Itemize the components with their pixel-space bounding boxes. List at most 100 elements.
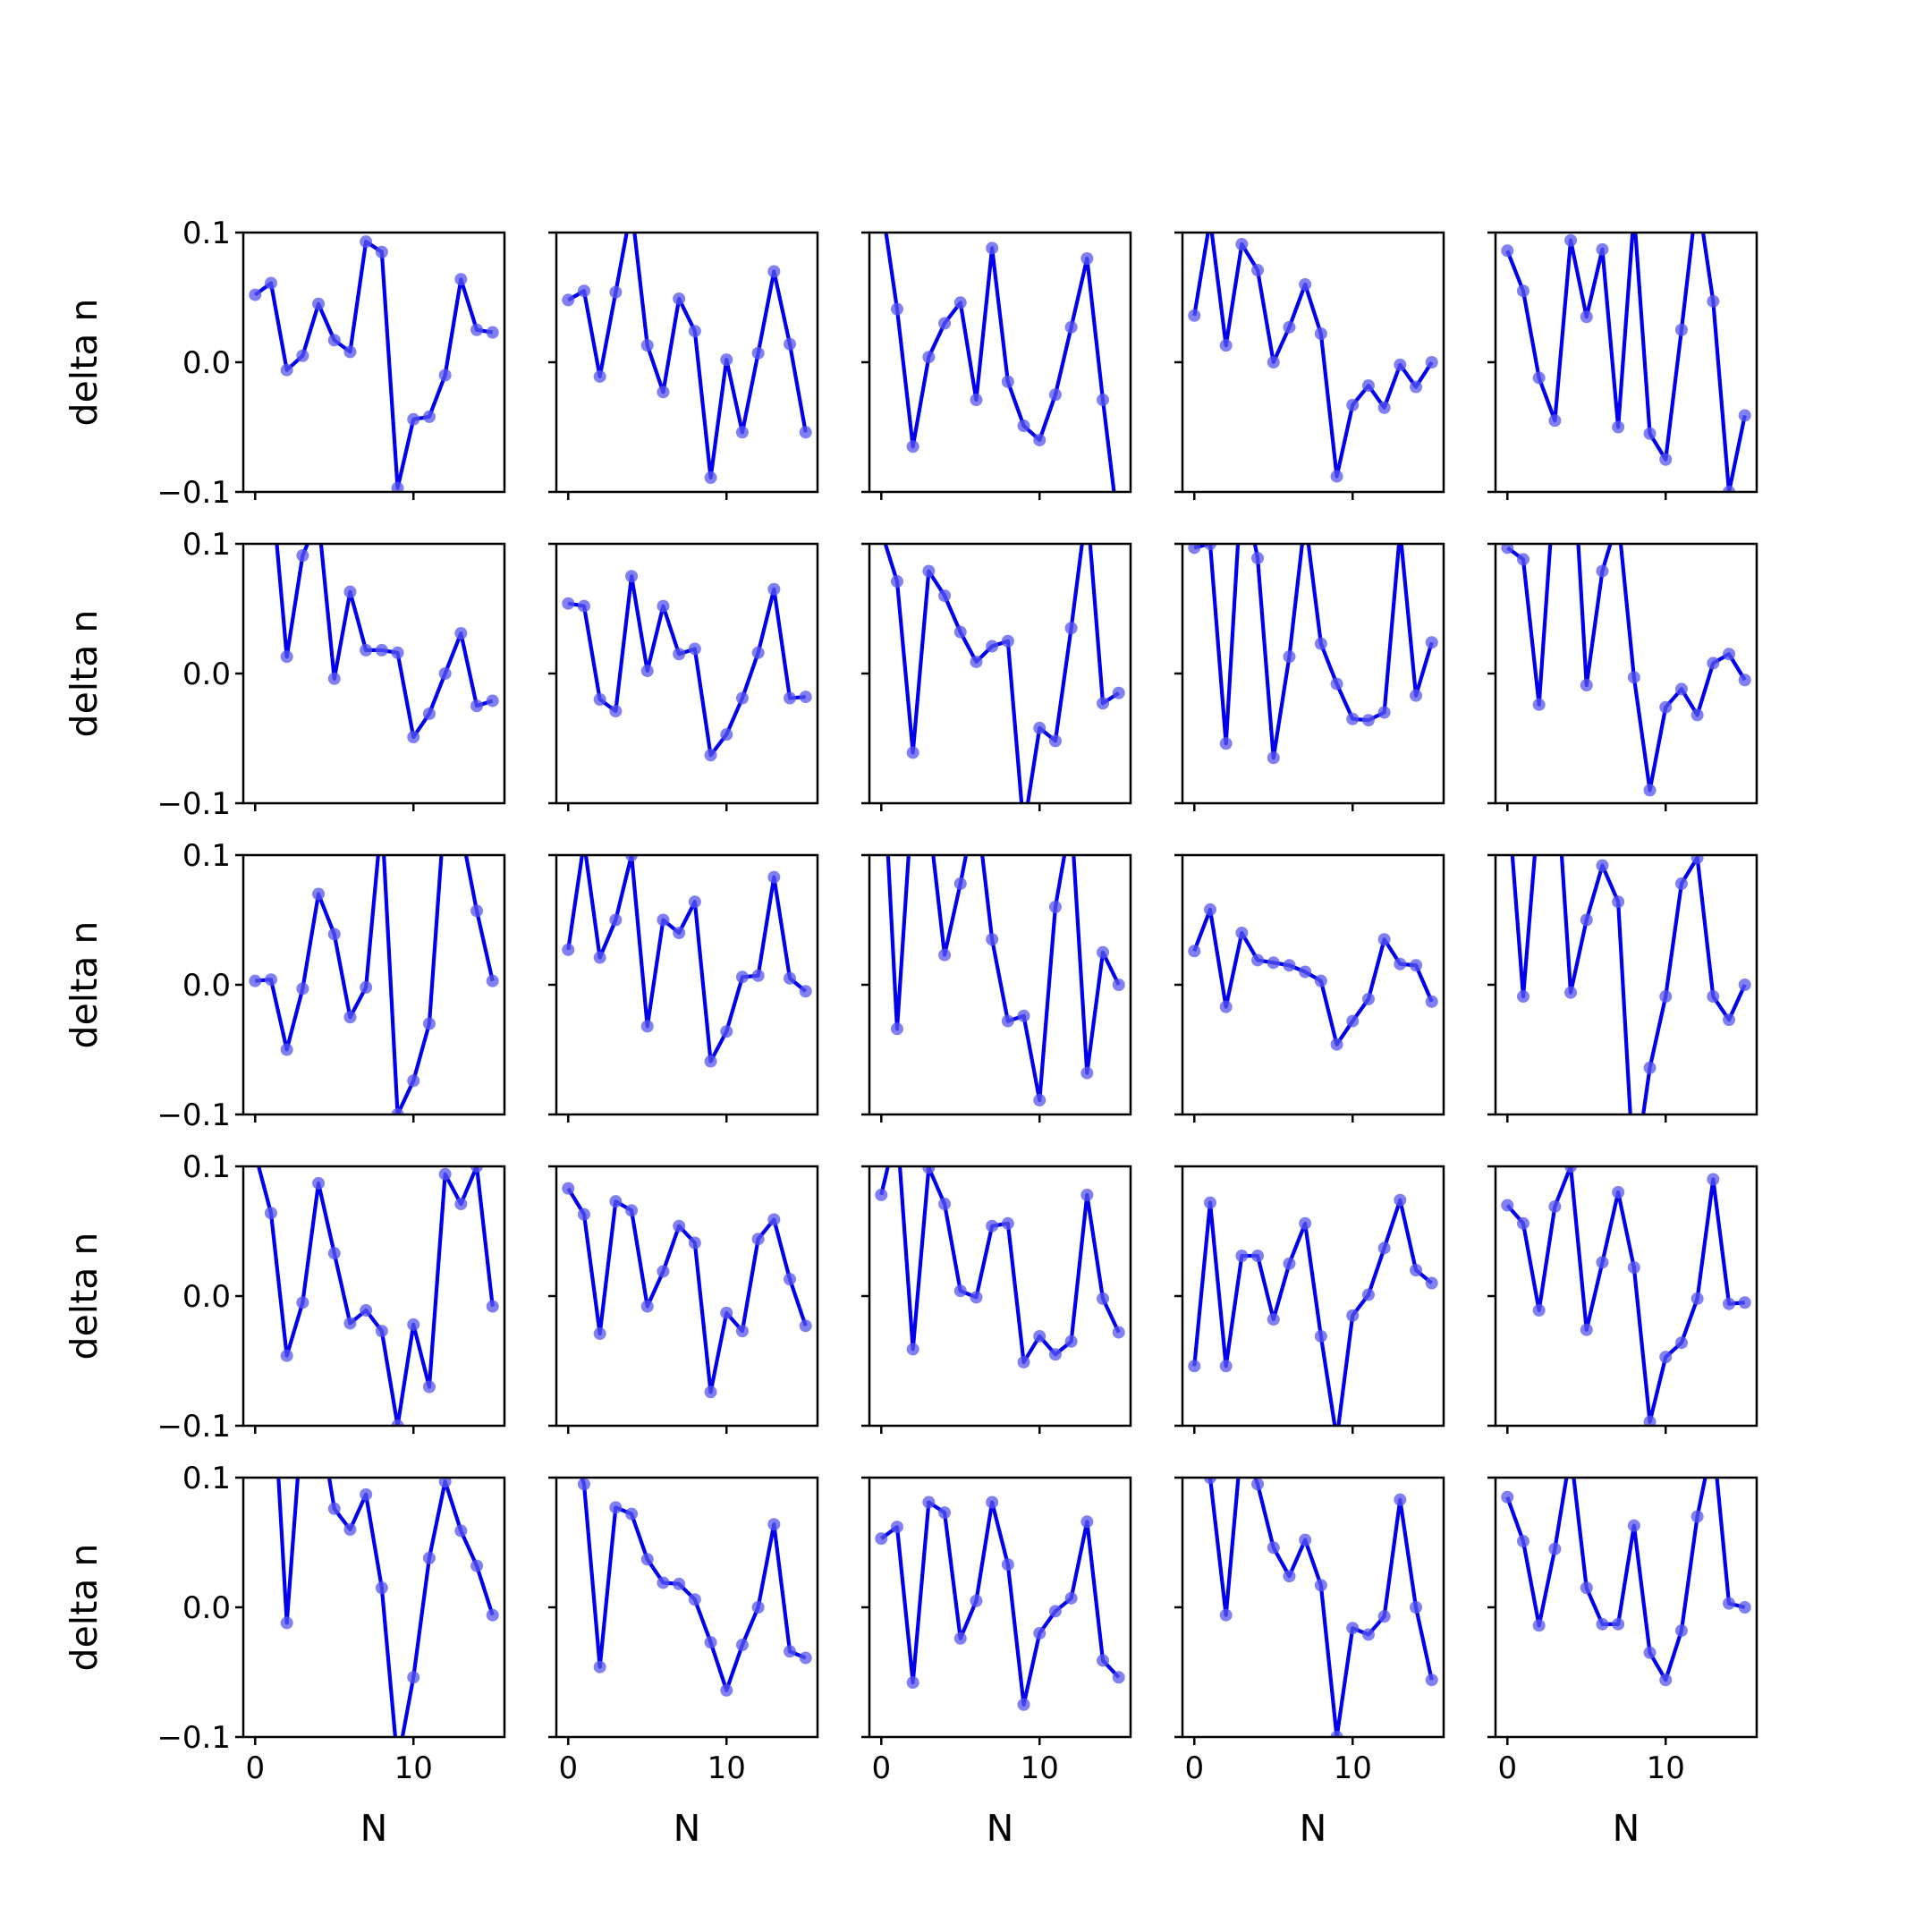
- y-tick-label: 0.0: [182, 1590, 231, 1626]
- data-point: [1501, 784, 1513, 797]
- data-point: [1612, 512, 1624, 524]
- data-point: [1564, 986, 1578, 999]
- data-point: [907, 784, 919, 797]
- data-point: [1330, 1038, 1343, 1051]
- data-point: [1394, 358, 1407, 371]
- data-point: [593, 369, 606, 383]
- data-point: [625, 1204, 639, 1217]
- subplot-r1-c1: −0.1 0.0 0.1 delta n: [63, 216, 506, 511]
- data-point: [784, 337, 797, 351]
- data-point: [454, 823, 467, 835]
- data-point: [280, 1043, 293, 1056]
- axes-frame: [868, 1476, 1132, 1739]
- data-point: [1596, 564, 1609, 578]
- data-point: [1331, 1433, 1343, 1445]
- data-point: [1627, 1261, 1640, 1275]
- data-point: [1251, 1250, 1265, 1263]
- data-point: [343, 345, 357, 359]
- data-point: [280, 650, 293, 664]
- series-line: [1192, 907, 1434, 1046]
- data-point: [906, 440, 919, 453]
- plot-area: [875, 1122, 1125, 1368]
- data-point: [1394, 1493, 1407, 1506]
- data-point: [454, 1198, 468, 1211]
- y-tick-label: 0.0: [182, 968, 231, 1004]
- data-point: [922, 351, 936, 364]
- data-point: [360, 980, 373, 994]
- data-point: [1097, 1292, 1110, 1305]
- data-point: [688, 1593, 701, 1606]
- data-point: [1425, 1674, 1438, 1687]
- data-point: [1501, 544, 1514, 555]
- data-point: [1674, 1336, 1688, 1350]
- data-point: [280, 1616, 293, 1630]
- data-point: [470, 323, 484, 336]
- data-point: [1204, 214, 1216, 226]
- data-point: [657, 599, 670, 613]
- subplot-r2-c5: [1487, 512, 1758, 811]
- data-point: [1001, 375, 1014, 388]
- x-axis-label: N: [987, 1807, 1014, 1850]
- data-point: [1394, 1193, 1407, 1207]
- data-point: [562, 1182, 575, 1195]
- data-point: [438, 1478, 452, 1488]
- data-point: [1628, 1174, 1640, 1186]
- data-point: [1627, 1519, 1640, 1532]
- data-point: [360, 235, 373, 249]
- data-point: [1080, 1188, 1094, 1201]
- data-point: [562, 1433, 574, 1445]
- data-point: [922, 1166, 936, 1174]
- data-point: [906, 1343, 919, 1356]
- data-point: [1080, 499, 1093, 512]
- data-point: [891, 1122, 903, 1134]
- data-point: [1203, 1478, 1216, 1484]
- subplot-r3-c3: [861, 784, 1132, 1123]
- data-point: [407, 1074, 420, 1088]
- data-point: [1596, 859, 1609, 872]
- data-point: [720, 728, 733, 741]
- plot-area: [875, 1496, 1125, 1711]
- data-point: [970, 1291, 983, 1304]
- data-point: [1643, 1646, 1657, 1659]
- data-point: [1018, 823, 1030, 835]
- data-point: [1410, 689, 1423, 702]
- data-point: [1080, 1515, 1094, 1529]
- data-point: [704, 1385, 717, 1399]
- data-point: [704, 1636, 717, 1649]
- data-point: [1532, 371, 1546, 385]
- data-point: [1346, 1014, 1360, 1028]
- subplot-r3-c5: [1487, 784, 1758, 1186]
- data-point: [593, 693, 606, 706]
- data-point: [1410, 1601, 1423, 1614]
- data-point: [1596, 1256, 1609, 1269]
- subplot-r2-c2: [548, 542, 819, 811]
- axes-frame: [242, 231, 506, 494]
- data-point: [1112, 979, 1125, 991]
- data-point: [280, 363, 293, 377]
- data-point: [1017, 419, 1030, 433]
- data-point: [1723, 1597, 1736, 1610]
- data-point: [986, 640, 999, 653]
- data-point: [640, 1553, 654, 1566]
- data-point: [657, 386, 670, 399]
- data-point: [1346, 398, 1360, 411]
- x-tick-label: 0: [245, 1750, 265, 1786]
- series-line: [1505, 233, 1747, 492]
- data-point: [1048, 388, 1062, 402]
- data-point: [1267, 1541, 1280, 1555]
- data-point: [1690, 855, 1704, 864]
- data-point: [562, 943, 575, 956]
- data-point: [1548, 1542, 1562, 1555]
- data-point: [1203, 544, 1216, 550]
- data-point: [1707, 294, 1720, 308]
- data-point: [1235, 238, 1249, 251]
- plot-area: [562, 1182, 812, 1399]
- data-point: [609, 705, 623, 718]
- data-point: [1283, 650, 1296, 664]
- subplot-r5-c1: −0.1 0.0 0.1 0 10 delta n N: [63, 1461, 506, 1850]
- data-point: [767, 582, 781, 596]
- data-point: [1532, 1619, 1546, 1632]
- data-point: [906, 1676, 919, 1690]
- subplot-r5-c3: 0 10N: [861, 1476, 1132, 1850]
- data-point: [343, 585, 357, 598]
